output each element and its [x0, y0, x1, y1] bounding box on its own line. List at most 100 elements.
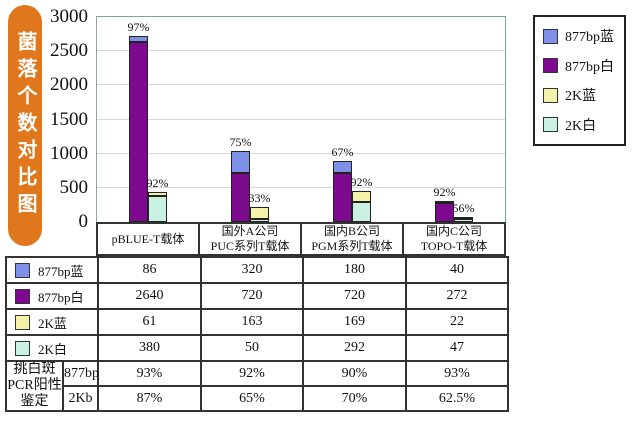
table-cell-value: 272	[405, 282, 510, 310]
row-label-cell: 877bp白	[4, 282, 100, 310]
legend-swatch-877bp-white-icon	[543, 58, 558, 74]
bar-segment-2K白	[250, 218, 269, 222]
bar-segment-877bp蓝	[231, 150, 250, 173]
row-label-cell: 877bp蓝	[4, 256, 100, 284]
bar-percentage-label: 92%	[350, 174, 373, 189]
table-cell-value: 47	[405, 334, 510, 362]
table-cell-value: 163	[200, 308, 305, 336]
pcr-sub-label: 2Kb	[61, 385, 100, 413]
row-label-inner: 2K白	[7, 339, 97, 358]
legend-item-2k-blue: 2K蓝	[543, 85, 624, 105]
x-axis-category-label: pBLUE-T载体	[98, 224, 198, 254]
row-label-inner: 877bp白	[7, 287, 97, 306]
row-label-cell: 2K蓝	[4, 308, 100, 336]
bar-segment-877bp蓝	[435, 200, 454, 204]
bar-segment-877bp白	[231, 172, 250, 222]
table-row-pcr-2kb: 2Kb 87% 65% 70% 62.5%	[6, 385, 510, 413]
bar-segment-877bp白	[129, 41, 148, 222]
gridline	[97, 152, 505, 154]
table-swatch-2k-white-icon	[15, 340, 30, 356]
table-swatch-2k-blue-icon	[15, 314, 30, 330]
table-cell-value: 50	[200, 334, 305, 362]
table-row-2k-blue: 2K蓝 61 163 169 22	[4, 308, 510, 336]
x-axis-category-label-line: pBLUE-T载体	[111, 231, 185, 246]
x-axis-category-label: 国内C公司 TOPO-T载体	[402, 224, 504, 254]
gridline	[97, 50, 505, 52]
table-cell-value: 62.5%	[405, 385, 510, 413]
legend-label: 877bp蓝	[565, 30, 614, 46]
table-cell-value: 720	[302, 282, 408, 310]
row-label: 2K白	[38, 341, 67, 357]
legend-item-877bp-white: 877bp白	[543, 56, 624, 76]
table-row-877bp-blue: 877bp蓝 86 320 180 40	[4, 256, 510, 284]
row-label: 877bp蓝	[38, 263, 84, 279]
table-cell-value: 380	[97, 334, 203, 362]
table-row-2k-white: 2K白 380 50 292 47	[4, 334, 510, 362]
bar-percentage-label: 75%	[229, 134, 252, 149]
bar-segment-2K蓝	[250, 207, 269, 219]
pcr-assay-label-line: 挑白斑	[13, 362, 56, 377]
row-label-inner: 877bp蓝	[7, 261, 97, 280]
bar-segment-2K蓝	[454, 216, 473, 219]
table-cell-value: 93%	[97, 359, 203, 388]
bar-segment-2K白	[352, 202, 371, 222]
x-axis-category-label: 国内B公司 PGM系列T载体	[300, 224, 402, 254]
table-cell-value: 720	[200, 282, 305, 310]
table-cell-value: 169	[302, 308, 408, 336]
table-cell-value: 65%	[200, 385, 305, 413]
bar-percentage-label: 56%	[452, 201, 475, 216]
gridline	[97, 84, 505, 86]
x-axis-category-label: 国外A公司 PUC系列T载体	[198, 224, 300, 254]
x-axis-category-label-line: 国内C公司	[425, 224, 482, 238]
table-cell-value: 2640	[97, 282, 203, 310]
row-label-cell: 2K白	[4, 334, 100, 362]
legend-swatch-2k-white-icon	[543, 117, 558, 133]
pcr-assay-label-line: PCR阳性	[7, 378, 62, 394]
table-cell-value: 93%	[405, 359, 510, 388]
x-axis-category-label-line: TOPO-T载体	[420, 239, 488, 253]
row-label: 2K蓝	[38, 315, 67, 331]
table-cell-value: 90%	[302, 359, 408, 388]
bar-percentage-label: 97%	[127, 19, 150, 34]
table-cell-value: 40	[405, 256, 510, 284]
x-axis-category-label-line: PGM系列T载体	[311, 239, 393, 253]
bar-segment-2K蓝	[148, 191, 167, 197]
bar-segment-2K白	[148, 196, 167, 222]
legend-label: 2K蓝	[565, 89, 597, 105]
x-axis-category-label-line: PUC系列T载体	[210, 239, 290, 253]
table-cell-value: 292	[302, 334, 408, 362]
legend-swatch-2k-blue-icon	[543, 87, 558, 103]
bar-percentage-label: 67%	[331, 144, 354, 159]
table-swatch-877bp-blue-icon	[15, 262, 30, 278]
bar-percentage-label: 92%	[146, 175, 169, 190]
chart-title-text: 菌落个数对比图	[14, 31, 36, 220]
table-row-877bp-white: 877bp白 2640 720 720 272	[4, 282, 510, 310]
row-label: 877bp白	[38, 289, 84, 305]
x-axis-labels: pBLUE-T载体 国外A公司 PUC系列T载体 国内B公司 PGM系列T载体 国内C公司…	[96, 222, 506, 256]
y-tick-label: 1500	[50, 108, 88, 130]
bar-percentage-label: 92%	[433, 184, 456, 199]
bar-segment-877bp蓝	[129, 35, 148, 42]
row-label-inner: 2K蓝	[7, 313, 97, 332]
plot-area: 97% 92% 75% 33% 67% 92% 92% 56%	[96, 16, 506, 222]
table-cell-value: 61	[97, 308, 203, 336]
bar-segment-877bp白	[435, 203, 454, 222]
y-tick-label: 0	[78, 211, 89, 232]
gridline	[97, 186, 505, 188]
table-cell-value: 92%	[200, 359, 305, 388]
table-swatch-877bp-white-icon	[15, 288, 30, 304]
data-table: 877bp蓝 86 320 180 40 877bp白 2640 720 720…	[4, 256, 510, 413]
x-axis-category-label-line: 国内B公司	[323, 224, 380, 238]
pcr-assay-label: 挑白斑 PCR阳性 鉴定	[5, 359, 64, 413]
y-tick-label: 2000	[50, 74, 88, 96]
gridline	[97, 118, 505, 120]
bar-segment-877bp蓝	[333, 160, 352, 173]
table-row-pcr-877bp: 挑白斑 PCR阳性 鉴定 877bp 93% 92% 90% 93%	[5, 359, 510, 413]
bar-percentage-label: 33%	[248, 191, 271, 206]
legend-label: 2K白	[565, 118, 597, 134]
y-tick-label: 3000	[50, 6, 88, 27]
bar-segment-2K蓝	[352, 190, 371, 203]
legend-item-2k-white: 2K白	[543, 115, 624, 135]
table-cell-value: 22	[405, 308, 510, 336]
